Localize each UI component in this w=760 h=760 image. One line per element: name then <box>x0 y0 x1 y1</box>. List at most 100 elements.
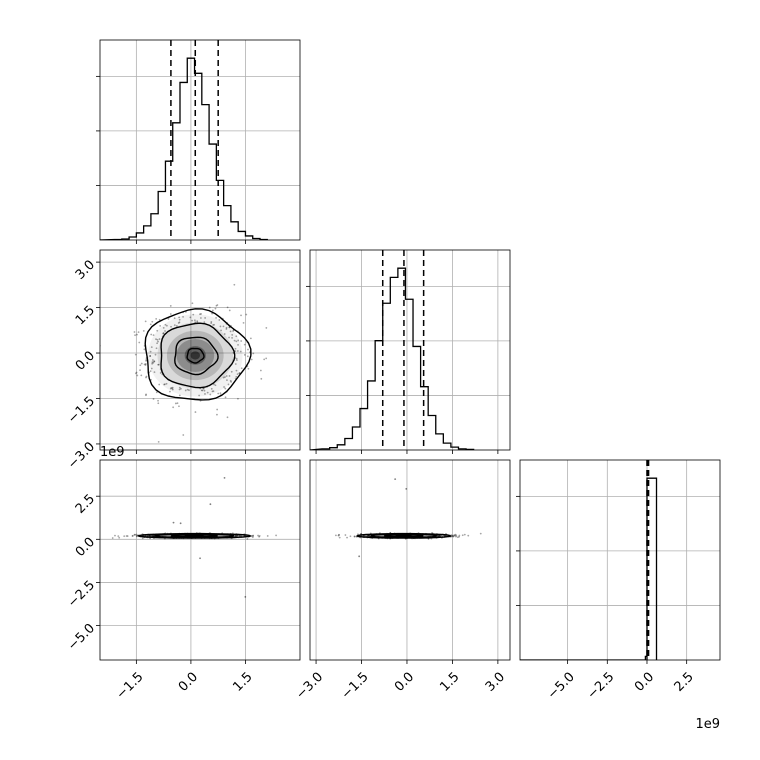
scatter-point <box>145 358 148 361</box>
scatter-point <box>164 330 166 332</box>
scatter-point <box>135 371 138 374</box>
scatter-point <box>149 355 152 357</box>
scatter-point <box>188 389 190 392</box>
scatter-point <box>155 338 157 341</box>
scatter-point <box>258 535 261 538</box>
scatter-point <box>151 534 153 537</box>
scatter-point <box>234 347 237 350</box>
scatter-point <box>134 334 136 337</box>
scatter-point <box>247 367 250 370</box>
scatter-point <box>150 346 153 348</box>
scatter-point <box>236 373 239 376</box>
plot-area <box>335 478 482 558</box>
panel-hist-param1 <box>96 39 301 244</box>
scatter-point <box>143 348 146 351</box>
scatter-point <box>140 374 143 377</box>
scatter-point <box>214 384 217 387</box>
scatter-point <box>150 333 153 336</box>
scatter-point <box>158 383 161 386</box>
scatter-point <box>145 394 147 397</box>
scatter-point <box>204 317 207 319</box>
scatter-point <box>225 326 228 329</box>
scatter-point <box>226 379 228 382</box>
scatter-point <box>178 318 181 321</box>
scatter-point <box>126 535 129 537</box>
scatter-point <box>155 391 158 394</box>
scatter-point <box>180 387 182 390</box>
scatter-point <box>237 339 240 342</box>
axes-frame <box>99 249 301 451</box>
scatter-point <box>164 323 167 326</box>
scatter-point <box>232 330 234 332</box>
scatter-point <box>458 534 461 537</box>
scatter-point <box>240 314 242 317</box>
scatter-point <box>178 405 180 408</box>
scatter-point <box>137 331 140 334</box>
scatter-point <box>237 397 239 400</box>
scatter-point <box>193 319 196 322</box>
scatter-point <box>154 353 157 356</box>
scatter-point <box>213 383 215 386</box>
histogram-step <box>520 477 658 660</box>
scatter-point <box>455 535 457 538</box>
scatter-point <box>247 348 249 351</box>
scatter-point <box>451 534 454 537</box>
scatter-point <box>224 396 227 399</box>
scatter-point <box>125 535 128 537</box>
scatter-point <box>239 350 242 353</box>
scatter-point <box>230 370 233 373</box>
scatter-point <box>136 333 138 336</box>
scatter-point <box>178 321 181 324</box>
scatter-point <box>152 361 155 364</box>
scatter-point <box>118 536 121 539</box>
contour-line <box>137 532 251 539</box>
scatter-point <box>148 534 151 537</box>
scatter-point <box>143 363 146 366</box>
scatter-point <box>173 317 176 320</box>
scatter-point <box>140 362 143 365</box>
scatter-point <box>394 478 397 480</box>
scatter-point <box>138 341 141 344</box>
scatter-point <box>157 363 160 366</box>
scatter-point <box>192 313 195 316</box>
scatter-point <box>172 521 175 524</box>
axes-frame <box>99 459 301 661</box>
scatter-point <box>453 534 456 537</box>
scatter-point <box>150 535 152 537</box>
scatter-point <box>219 325 222 328</box>
scatter-point <box>162 332 165 334</box>
scatter-point <box>157 340 159 343</box>
scatter-point <box>201 389 204 392</box>
scatter-point <box>258 534 261 537</box>
scatter-point <box>131 534 134 537</box>
scatter-point <box>200 317 202 319</box>
scatter-point <box>214 307 217 310</box>
contour-line <box>160 322 236 389</box>
scatter-point <box>453 534 455 537</box>
scatter-point <box>134 353 137 356</box>
scatter-point <box>133 533 136 536</box>
scatter-point <box>257 534 259 537</box>
axes-frame <box>99 39 301 241</box>
scatter-point <box>135 533 138 536</box>
scatter-point <box>211 390 214 393</box>
scatter-point <box>234 363 237 365</box>
scatter-point <box>437 535 439 538</box>
scatter-point <box>236 359 238 362</box>
scatter-point <box>182 315 184 318</box>
scatter-point <box>235 375 238 378</box>
scatter-point <box>152 334 155 336</box>
scatter-point <box>223 386 225 388</box>
scatter-point <box>164 383 166 386</box>
scatter-point <box>228 336 230 339</box>
contour-line <box>186 347 205 364</box>
scatter-point <box>194 321 197 324</box>
scatter-point <box>196 320 199 323</box>
scatter-point <box>177 322 180 324</box>
scatter-point <box>461 534 464 537</box>
scatter-point <box>134 533 136 536</box>
scatter-point <box>123 535 126 538</box>
scatter-point <box>145 376 147 379</box>
scatter-point <box>202 387 205 390</box>
scatter-point <box>178 394 181 397</box>
